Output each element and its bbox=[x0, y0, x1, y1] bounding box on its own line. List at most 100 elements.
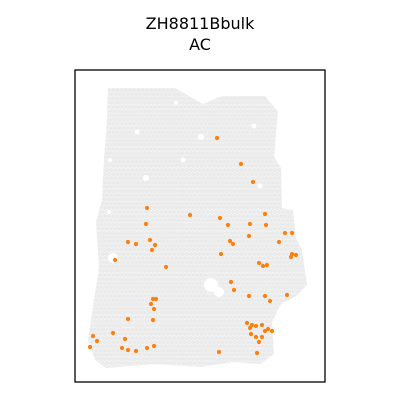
tissue-spot bbox=[274, 146, 280, 152]
tissue-spot bbox=[108, 88, 114, 89]
tissue-spot bbox=[213, 251, 219, 257]
tissue-spot bbox=[279, 104, 284, 110]
tissue-spot bbox=[96, 218, 101, 223]
tissue-spot bbox=[129, 352, 135, 358]
tissue-spot bbox=[258, 255, 263, 261]
tissue-spot bbox=[127, 339, 133, 345]
tissue-spot bbox=[239, 150, 244, 156]
tissue-spot bbox=[306, 209, 307, 215]
tissue-spot bbox=[201, 251, 206, 257]
tissue-spot bbox=[289, 293, 295, 299]
tissue-spot bbox=[289, 276, 295, 282]
tissue-spot bbox=[304, 264, 307, 269]
tissue-spot bbox=[234, 251, 240, 257]
tissue-spot bbox=[117, 108, 122, 114]
tissue-spot bbox=[163, 134, 169, 139]
tissue-spot bbox=[218, 327, 223, 332]
tissue-spot bbox=[92, 226, 97, 232]
tissue-spot bbox=[243, 92, 248, 97]
tissue-spot bbox=[188, 184, 194, 190]
tissue-spot bbox=[239, 260, 244, 265]
tissue-spot bbox=[106, 188, 112, 194]
tissue-spot bbox=[88, 125, 89, 131]
tissue-spot bbox=[268, 134, 274, 139]
tissue-spot bbox=[186, 88, 192, 93]
tissue-spot bbox=[287, 297, 293, 303]
tissue-spot bbox=[293, 100, 299, 106]
tissue-spot bbox=[108, 302, 114, 307]
tissue-spot bbox=[104, 352, 110, 358]
tissue-spot bbox=[270, 113, 276, 118]
tissue-spot bbox=[245, 88, 250, 93]
tissue-spot bbox=[245, 255, 250, 261]
tissue-spot bbox=[136, 255, 141, 261]
tissue-spot bbox=[129, 251, 135, 257]
tissue-spot bbox=[203, 306, 208, 311]
tissue-spot bbox=[108, 125, 114, 131]
tissue-spot bbox=[180, 142, 185, 148]
tissue-spot bbox=[111, 113, 116, 118]
tissue-spot bbox=[228, 146, 234, 152]
tissue-spot bbox=[134, 293, 139, 299]
tissue-spot bbox=[197, 302, 202, 307]
tissue-spot bbox=[140, 314, 145, 320]
tissue-spot bbox=[102, 306, 108, 311]
tissue-spot bbox=[182, 230, 187, 236]
tissue-spot bbox=[234, 302, 240, 307]
tissue-spot bbox=[234, 360, 240, 366]
tissue-spot bbox=[297, 335, 303, 341]
tissue-spot bbox=[150, 184, 156, 190]
tissue-spot bbox=[245, 306, 250, 311]
tissue-spot bbox=[127, 264, 133, 269]
tissue-spot bbox=[108, 360, 114, 366]
tissue-spot bbox=[207, 138, 213, 143]
tissue-spot bbox=[146, 335, 152, 341]
tissue-spot bbox=[171, 352, 177, 358]
tissue-spot bbox=[279, 197, 284, 202]
tissue-spot bbox=[260, 268, 265, 274]
tissue-spot bbox=[209, 100, 215, 106]
tissue-spot bbox=[218, 344, 223, 349]
tissue-spot bbox=[111, 197, 116, 202]
tissue-spot bbox=[220, 171, 225, 177]
tissue-spot bbox=[201, 302, 206, 307]
tissue-spot bbox=[197, 310, 202, 316]
tissue-spot bbox=[249, 205, 255, 211]
tissue-spot bbox=[258, 222, 263, 227]
tissue-spot bbox=[266, 129, 272, 135]
tissue-spot bbox=[251, 218, 257, 223]
tissue-spot bbox=[100, 226, 106, 232]
tissue-spot bbox=[92, 167, 97, 173]
tissue-spot bbox=[247, 226, 253, 232]
tissue-spot bbox=[293, 134, 299, 139]
tissue-spot bbox=[190, 155, 196, 160]
tissue-spot bbox=[129, 92, 135, 97]
tissue-spot bbox=[293, 176, 299, 181]
tissue-spot bbox=[155, 352, 160, 358]
tissue-spot bbox=[88, 108, 93, 114]
tissue-spot bbox=[306, 88, 307, 89]
tissue-spot bbox=[255, 150, 261, 156]
tissue-spot bbox=[90, 264, 95, 269]
tissue-spot bbox=[192, 134, 198, 139]
tissue-spot bbox=[178, 213, 183, 219]
tissue-spot bbox=[268, 268, 274, 274]
tissue-spot bbox=[88, 218, 89, 223]
tissue-spot bbox=[295, 197, 301, 202]
tissue-spot bbox=[159, 201, 164, 206]
tissue-spot bbox=[283, 281, 288, 286]
tissue-spot bbox=[302, 192, 307, 198]
tissue-spot bbox=[146, 134, 152, 139]
tissue-spot bbox=[213, 243, 219, 248]
tissue-spot bbox=[306, 293, 307, 299]
tissue-spot bbox=[96, 100, 101, 106]
tissue-spot bbox=[243, 150, 248, 156]
tissue-spot bbox=[184, 108, 190, 114]
tissue-spot bbox=[218, 125, 223, 131]
tissue-spot bbox=[148, 205, 154, 211]
tissue-spot bbox=[276, 209, 282, 215]
tissue-spot bbox=[230, 100, 236, 106]
tissue-spot bbox=[138, 234, 143, 240]
tissue-spot bbox=[302, 108, 307, 114]
tissue-spot bbox=[306, 117, 307, 122]
